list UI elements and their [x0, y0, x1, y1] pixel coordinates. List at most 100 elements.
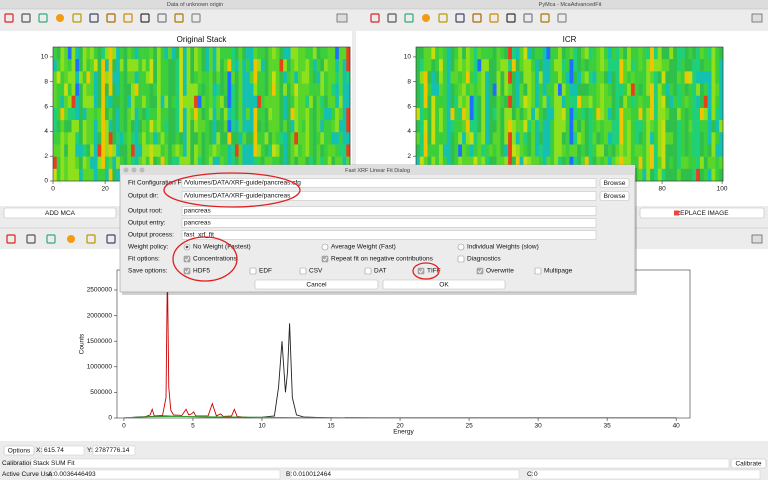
- toolbar-icon[interactable]: [404, 13, 414, 23]
- image-pixel: [316, 47, 321, 60]
- checkmark[interactable]: [477, 269, 483, 274]
- checkbox[interactable]: [299, 267, 307, 275]
- toolbar-icon[interactable]: [67, 235, 75, 243]
- toolbar-icon[interactable]: [506, 13, 516, 23]
- toolbar-icon[interactable]: [56, 14, 64, 22]
- checkmark[interactable]: [184, 269, 190, 274]
- checkbox[interactable]: [249, 267, 257, 275]
- option-label[interactable]: Multipage: [544, 268, 573, 275]
- toolbar-icon[interactable]: [540, 13, 550, 23]
- toolbar-icon[interactable]: [174, 13, 184, 23]
- options-button-label[interactable]: Options: [8, 448, 31, 455]
- option-label[interactable]: CSV: [309, 268, 323, 275]
- option-label[interactable]: HDF5: [193, 268, 210, 275]
- field-value[interactable]: pancreas: [184, 220, 211, 227]
- window-control[interactable]: [123, 167, 129, 173]
- toolbar-icon[interactable]: [38, 13, 48, 23]
- checkbox[interactable]: [534, 267, 542, 275]
- option-label[interactable]: EDF: [259, 268, 272, 275]
- image-pixel: [78, 168, 83, 182]
- toolbar-icon[interactable]: [489, 13, 499, 23]
- option-label[interactable]: No Weight (Fastest): [193, 244, 251, 251]
- browse-button[interactable]: [599, 178, 630, 188]
- text-field[interactable]: [181, 218, 597, 228]
- checkbox[interactable]: [364, 267, 372, 275]
- text-field[interactable]: [181, 178, 597, 188]
- ok-button[interactable]: [382, 279, 506, 290]
- calibrate-button[interactable]: [730, 458, 767, 469]
- toolbar-icon[interactable]: [106, 13, 116, 23]
- replace-icon[interactable]: [674, 210, 679, 216]
- radio-dot[interactable]: [185, 245, 189, 249]
- window-control[interactable]: [131, 167, 137, 173]
- image-pixel: [439, 107, 444, 121]
- toolbar-icon[interactable]: [106, 234, 116, 244]
- toolbar-icon[interactable]: [191, 13, 201, 23]
- calibration-combo[interactable]: [30, 458, 730, 469]
- radio-button[interactable]: [321, 243, 329, 251]
- toolbar-icon[interactable]: [140, 13, 150, 23]
- text-field[interactable]: [181, 206, 597, 216]
- checkbox[interactable]: [457, 255, 465, 263]
- option-label[interactable]: Diagnostics: [467, 256, 501, 263]
- toolbar-icon[interactable]: [157, 13, 167, 23]
- replace-image-button[interactable]: [639, 207, 765, 219]
- toolbar-icon[interactable]: [86, 234, 96, 244]
- toolbar-icon[interactable]: [123, 13, 133, 23]
- image-pixel: [260, 107, 265, 121]
- toolbar-icon[interactable]: [472, 13, 482, 23]
- toolbar-icon[interactable]: [26, 234, 36, 244]
- toolbar-icon[interactable]: [6, 234, 16, 244]
- field-value[interactable]: /Volumes/DATA/XRF-guide/pancreas: [184, 193, 291, 200]
- option-label[interactable]: Average Weight (Fast): [331, 244, 396, 251]
- add-mca-button[interactable]: [3, 207, 117, 219]
- print-icon[interactable]: [751, 234, 763, 244]
- option-label[interactable]: Individual Weights (slow): [467, 244, 539, 251]
- field-value[interactable]: pancreas: [184, 208, 211, 215]
- field-value[interactable]: /Volumes/DATA/XRF-guide/pancreas.cfg: [184, 180, 301, 187]
- window-control[interactable]: [139, 167, 145, 173]
- text-field[interactable]: [181, 230, 597, 240]
- toolbar-icon[interactable]: [72, 13, 82, 23]
- checkmark[interactable]: [418, 269, 424, 274]
- image-pixel: [439, 47, 444, 60]
- browse-button[interactable]: [599, 191, 630, 201]
- toolbar-icon[interactable]: [46, 234, 56, 244]
- toolbar-icon[interactable]: [370, 13, 380, 23]
- calibration-value[interactable]: Stack SUM Fit: [33, 460, 75, 467]
- toolbar-icon[interactable]: [523, 13, 533, 23]
- radio-button[interactable]: [457, 243, 465, 251]
- toolbar-icon[interactable]: [455, 13, 465, 23]
- option-label[interactable]: DAT: [374, 268, 387, 275]
- cancel-button[interactable]: [254, 279, 379, 290]
- image-pixel: [465, 107, 471, 121]
- replace-image-button-label[interactable]: REPLACE IMAGE: [675, 210, 729, 217]
- toolbar-icon[interactable]: [89, 13, 99, 23]
- checkmark[interactable]: [184, 257, 190, 262]
- option-label[interactable]: Concentrations: [193, 256, 237, 263]
- option-label[interactable]: Overwrite: [486, 268, 514, 275]
- browse-button-label[interactable]: Browse: [604, 193, 626, 200]
- toolbar-icon[interactable]: [438, 13, 448, 23]
- print-icon[interactable]: [751, 13, 763, 23]
- options-button[interactable]: [3, 445, 35, 456]
- toolbar-icon[interactable]: [21, 13, 31, 23]
- ok-button-label[interactable]: OK: [439, 282, 449, 289]
- option-label[interactable]: TIFF: [427, 268, 441, 275]
- toolbar-icon[interactable]: [557, 13, 567, 23]
- image-pixel: [67, 95, 72, 109]
- checkmark[interactable]: [322, 257, 328, 262]
- browse-button-label[interactable]: Browse: [604, 180, 626, 187]
- toolbar-icon[interactable]: [422, 14, 430, 22]
- field-value[interactable]: fast_xrf_fit: [184, 232, 214, 239]
- toolbar-icon[interactable]: [387, 13, 397, 23]
- image-pixel: [301, 71, 306, 84]
- option-label[interactable]: Repeat fit on negative contributions: [331, 256, 434, 263]
- image-pixel: [596, 59, 601, 72]
- toolbar-icon[interactable]: [4, 13, 14, 23]
- text-field[interactable]: [181, 191, 597, 201]
- cancel-button-label[interactable]: Cancel: [306, 282, 327, 289]
- add-mca-button-label[interactable]: ADD MCA: [45, 210, 76, 217]
- calibrate-button-label[interactable]: Calibrate: [735, 461, 761, 468]
- print-icon[interactable]: [336, 13, 348, 23]
